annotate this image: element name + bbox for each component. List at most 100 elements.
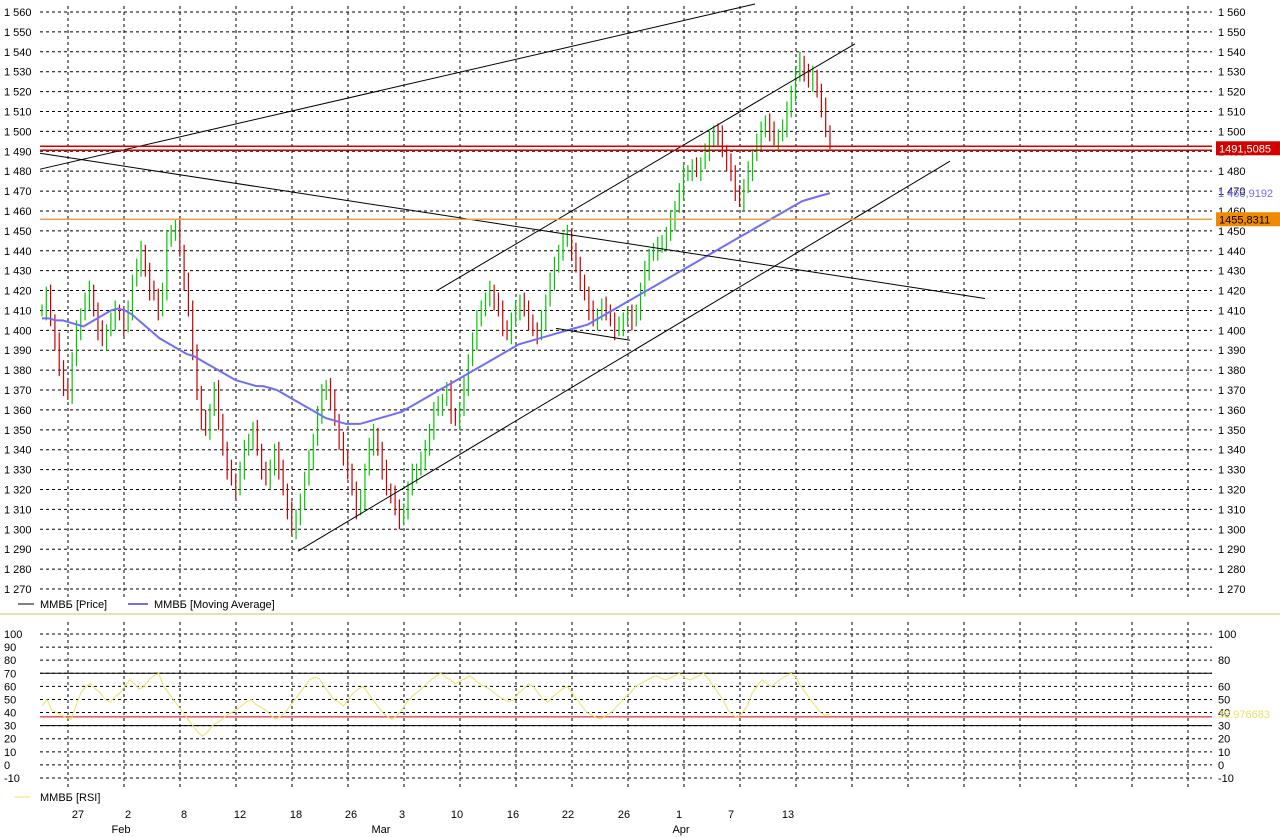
- rsi-y-tick-left: 80: [4, 655, 16, 667]
- rsi-y-tick-right: -10: [1218, 773, 1234, 785]
- price-y-tick-left: 1 300: [4, 524, 32, 536]
- price-y-tick-left: 1 540: [4, 47, 32, 59]
- rsi-y-tick-left: 70: [4, 668, 16, 680]
- rsi-y-tick-right: 40: [1218, 708, 1230, 720]
- price-y-tick-right: 1 320: [1218, 485, 1246, 497]
- price-y-tick-right: 1 420: [1218, 286, 1246, 298]
- trend-line: [555, 327, 631, 341]
- price-y-tick-left: 1 310: [4, 504, 32, 516]
- price-y-tick-left: 1 380: [4, 365, 32, 377]
- x-tick-label: 26: [345, 809, 357, 821]
- x-tick-label: 12: [234, 809, 246, 821]
- price-y-tick-right: 1 290: [1218, 544, 1246, 556]
- rsi-grid: [40, 622, 1212, 787]
- price-marker-box: [1216, 212, 1280, 227]
- price-y-tick-right: 1 340: [1218, 445, 1246, 457]
- price-y-tick-right: 1 360: [1218, 405, 1246, 417]
- price-y-tick-right: 1 350: [1218, 425, 1246, 437]
- price-y-tick-right: 1 310: [1218, 504, 1246, 516]
- rsi-y-tick-right: 20: [1218, 734, 1230, 746]
- price-y-tick-left: 1 550: [4, 27, 32, 39]
- rsi-y-tick-right: 0: [1218, 760, 1224, 772]
- x-tick-label: 27: [72, 809, 84, 821]
- trend-line: [297, 160, 951, 552]
- price-y-tick-right: 1 390: [1218, 345, 1246, 357]
- price-y-tick-left: 1 520: [4, 87, 32, 99]
- legend-ma-label: ММВБ [Moving Average]: [154, 599, 275, 611]
- price-y-tick-right: 1 500: [1218, 126, 1246, 138]
- price-y-tick-left: 1 270: [4, 584, 32, 596]
- x-axis: 27 2 8 12 18 26 3 10 16 22 26 1 7 13 Feb Mar Apr: [72, 809, 794, 836]
- rsi-y-tick-right: 50: [1218, 694, 1230, 706]
- price-y-tick-left: 1 450: [4, 226, 32, 238]
- price-y-tick-right: 1 300: [1218, 524, 1246, 536]
- price-y-tick-right: 1 540: [1218, 47, 1246, 59]
- price-bars: [41, 51, 831, 540]
- price-y-tick-left: 1 330: [4, 465, 32, 477]
- rsi-y-tick-right: 10: [1218, 747, 1230, 759]
- x-tick-label: 26: [618, 809, 630, 821]
- price-panel: 1 560 1 550 1 540 1 530 1 520 1 510 1 500 1 490…: [4, 3, 1280, 597]
- price-y-tick-right: 1 530: [1218, 67, 1246, 79]
- x-month-label: Feb: [112, 824, 131, 836]
- price-trend-lines: [39, 3, 1212, 552]
- x-tick-label: 2: [125, 809, 131, 821]
- rsi-y-tick-left: 0: [4, 760, 10, 772]
- price-y-tick-left: 1 400: [4, 325, 32, 337]
- price-y-tick-right: 1 470: [1218, 186, 1246, 198]
- price-y-tick-left: 1 530: [4, 67, 32, 79]
- rsi-y-tick-left: 40: [4, 708, 16, 720]
- price-marker-label: 1455,8311: [1219, 214, 1270, 226]
- price-y-tick-left: 1 410: [4, 305, 32, 317]
- x-tick-label: 16: [507, 809, 519, 821]
- rsi-markers: 38,976683: [1218, 709, 1270, 721]
- price-y-tick-right: 1 560: [1218, 7, 1246, 19]
- rsi-y-tick-right: 30: [1218, 721, 1230, 733]
- x-tick-label: 22: [562, 809, 574, 821]
- price-y-tick-right: 1 440: [1218, 246, 1246, 258]
- price-y-tick-left: 1 320: [4, 485, 32, 497]
- x-tick-label: 10: [451, 809, 463, 821]
- rsi-y-tick-left: 50: [4, 694, 16, 706]
- price-y-tick-left: 1 360: [4, 405, 32, 417]
- rsi-legend: ММВБ [RSI]: [14, 792, 100, 804]
- price-marker-label: 1491,5085: [1219, 143, 1271, 155]
- price-y-tick-right: 1 410: [1218, 305, 1246, 317]
- legend-price-label: ММВБ [Price]: [40, 599, 107, 611]
- rsi-y-tick-left: 30: [4, 721, 16, 733]
- rsi-y-tick-left: 60: [4, 681, 16, 693]
- rsi-lines: [40, 672, 1212, 737]
- x-tick-label: 18: [290, 809, 302, 821]
- price-y-tick-right: 1 370: [1218, 385, 1246, 397]
- rsi-y-tick-left: 20: [4, 734, 16, 746]
- price-y-tick-left: 1 280: [4, 564, 32, 576]
- price-y-tick-left: 1 490: [4, 146, 32, 158]
- trend-line: [39, 3, 756, 170]
- price-y-tick-right: 1 510: [1218, 106, 1246, 118]
- price-y-tick-left: 1 430: [4, 266, 32, 278]
- price-y-tick-right: 1 330: [1218, 465, 1246, 477]
- price-y-tick-left: 1 340: [4, 445, 32, 457]
- price-y-tick-left: 1 460: [4, 206, 32, 218]
- price-y-tick-right: 1 450: [1218, 226, 1246, 238]
- price-y-tick-left: 1 370: [4, 385, 32, 397]
- price-y-tick-right: 1 400: [1218, 325, 1246, 337]
- price-grid: [40, 6, 1212, 597]
- price-y-tick-left: 1 480: [4, 166, 32, 178]
- price-y-tick-left: 1 470: [4, 186, 32, 198]
- price-legend: ММВБ [Price] ММВБ [Moving Average]: [18, 599, 275, 611]
- price-y-tick-left: 1 420: [4, 286, 32, 298]
- x-tick-label: 13: [782, 809, 794, 821]
- price-y-axis-left: 1 560 1 550 1 540 1 530 1 520 1 510 1 500 1 490…: [4, 7, 32, 596]
- rsi-marker-label: 38,976683: [1218, 709, 1270, 721]
- moving-average-line: [42, 192, 831, 425]
- price-y-tick-right: 1 380: [1218, 365, 1246, 377]
- rsi-y-tick-left: 90: [4, 642, 16, 654]
- rsi-y-tick-right: 100: [1218, 629, 1236, 641]
- price-y-tick-right: 1 520: [1218, 87, 1246, 99]
